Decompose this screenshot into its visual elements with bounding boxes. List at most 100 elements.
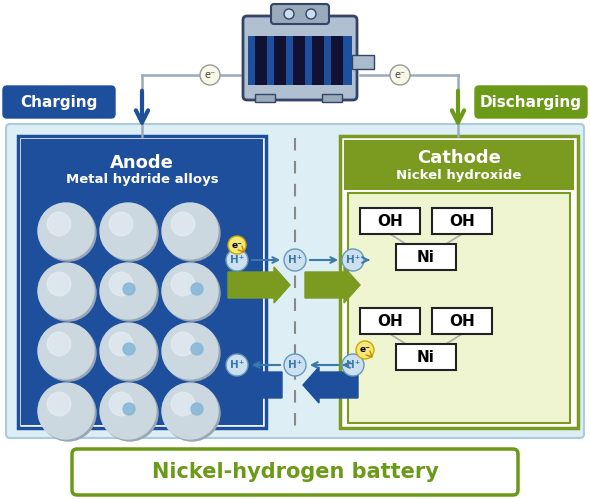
Circle shape <box>109 272 133 296</box>
Circle shape <box>109 212 133 236</box>
Text: Anode: Anode <box>110 154 174 172</box>
Bar <box>312 30 324 91</box>
Text: Charging: Charging <box>20 94 98 109</box>
Bar <box>344 140 574 190</box>
Text: OH: OH <box>449 214 475 229</box>
Circle shape <box>38 263 94 319</box>
Text: OH: OH <box>377 313 403 328</box>
Circle shape <box>102 205 158 261</box>
Bar <box>248 28 352 36</box>
Text: H⁺: H⁺ <box>288 255 302 265</box>
Circle shape <box>342 354 364 376</box>
Circle shape <box>40 265 96 321</box>
Bar <box>255 94 275 102</box>
Circle shape <box>162 203 218 259</box>
Bar <box>360 308 420 334</box>
Text: Nickel hydroxide: Nickel hydroxide <box>396 169 522 182</box>
Circle shape <box>200 65 220 85</box>
Circle shape <box>306 9 316 19</box>
Circle shape <box>123 343 135 355</box>
Bar <box>432 208 492 234</box>
Bar <box>396 344 456 370</box>
Circle shape <box>162 263 218 319</box>
Circle shape <box>40 205 96 261</box>
FancyBboxPatch shape <box>475 86 587 118</box>
Circle shape <box>100 323 156 379</box>
Circle shape <box>47 392 71 416</box>
FancyArrow shape <box>305 267 360 303</box>
Circle shape <box>226 249 248 271</box>
FancyArrow shape <box>228 267 290 303</box>
Bar <box>432 308 492 334</box>
Circle shape <box>102 385 158 441</box>
Bar <box>322 94 342 102</box>
Text: H⁺: H⁺ <box>346 255 360 265</box>
Bar <box>352 55 374 69</box>
Circle shape <box>47 272 71 296</box>
Bar <box>331 30 343 91</box>
Text: Ni: Ni <box>417 349 435 364</box>
FancyArrow shape <box>303 367 358 403</box>
Circle shape <box>171 272 195 296</box>
Circle shape <box>164 325 220 381</box>
Circle shape <box>390 65 410 85</box>
Text: e⁻: e⁻ <box>395 70 405 80</box>
Bar <box>22 140 262 424</box>
Circle shape <box>191 343 203 355</box>
Text: e⁻: e⁻ <box>205 70 215 80</box>
Text: OH: OH <box>449 313 475 328</box>
Text: H⁺: H⁺ <box>346 360 360 370</box>
Bar <box>360 208 420 234</box>
Circle shape <box>171 332 195 356</box>
FancyBboxPatch shape <box>3 86 115 118</box>
Circle shape <box>226 354 248 376</box>
Circle shape <box>38 323 94 379</box>
Bar <box>340 136 578 428</box>
Circle shape <box>284 354 306 376</box>
Circle shape <box>47 212 71 236</box>
Text: Nickel-hydrogen battery: Nickel-hydrogen battery <box>152 462 438 482</box>
Circle shape <box>47 332 71 356</box>
Circle shape <box>100 263 156 319</box>
Circle shape <box>171 392 195 416</box>
Bar <box>293 30 305 91</box>
Bar <box>248 85 352 93</box>
Circle shape <box>38 383 94 439</box>
Circle shape <box>38 203 94 259</box>
Text: e⁻: e⁻ <box>231 241 242 250</box>
FancyBboxPatch shape <box>243 16 357 100</box>
Bar <box>255 30 267 91</box>
Text: e⁻: e⁻ <box>359 345 371 354</box>
Circle shape <box>191 283 203 295</box>
Circle shape <box>171 212 195 236</box>
Circle shape <box>40 325 96 381</box>
Text: Discharging: Discharging <box>480 94 582 109</box>
Circle shape <box>123 283 135 295</box>
Circle shape <box>164 205 220 261</box>
Circle shape <box>228 236 246 254</box>
Text: Cathode: Cathode <box>417 149 501 167</box>
Circle shape <box>123 403 135 415</box>
Circle shape <box>162 383 218 439</box>
Circle shape <box>284 249 306 271</box>
FancyBboxPatch shape <box>72 449 518 495</box>
Circle shape <box>40 385 96 441</box>
FancyBboxPatch shape <box>271 4 329 24</box>
Circle shape <box>356 341 374 359</box>
Bar <box>248 28 352 93</box>
Circle shape <box>164 385 220 441</box>
Text: H⁺: H⁺ <box>230 255 244 265</box>
FancyArrow shape <box>227 367 282 403</box>
Bar <box>274 30 286 91</box>
Circle shape <box>191 403 203 415</box>
Text: Metal hydride alloys: Metal hydride alloys <box>65 174 218 187</box>
FancyBboxPatch shape <box>6 124 584 438</box>
Text: H⁺: H⁺ <box>230 360 244 370</box>
Bar <box>348 193 570 423</box>
Circle shape <box>284 9 294 19</box>
Circle shape <box>342 249 364 271</box>
Circle shape <box>164 265 220 321</box>
Text: OH: OH <box>377 214 403 229</box>
Circle shape <box>100 383 156 439</box>
Circle shape <box>102 265 158 321</box>
